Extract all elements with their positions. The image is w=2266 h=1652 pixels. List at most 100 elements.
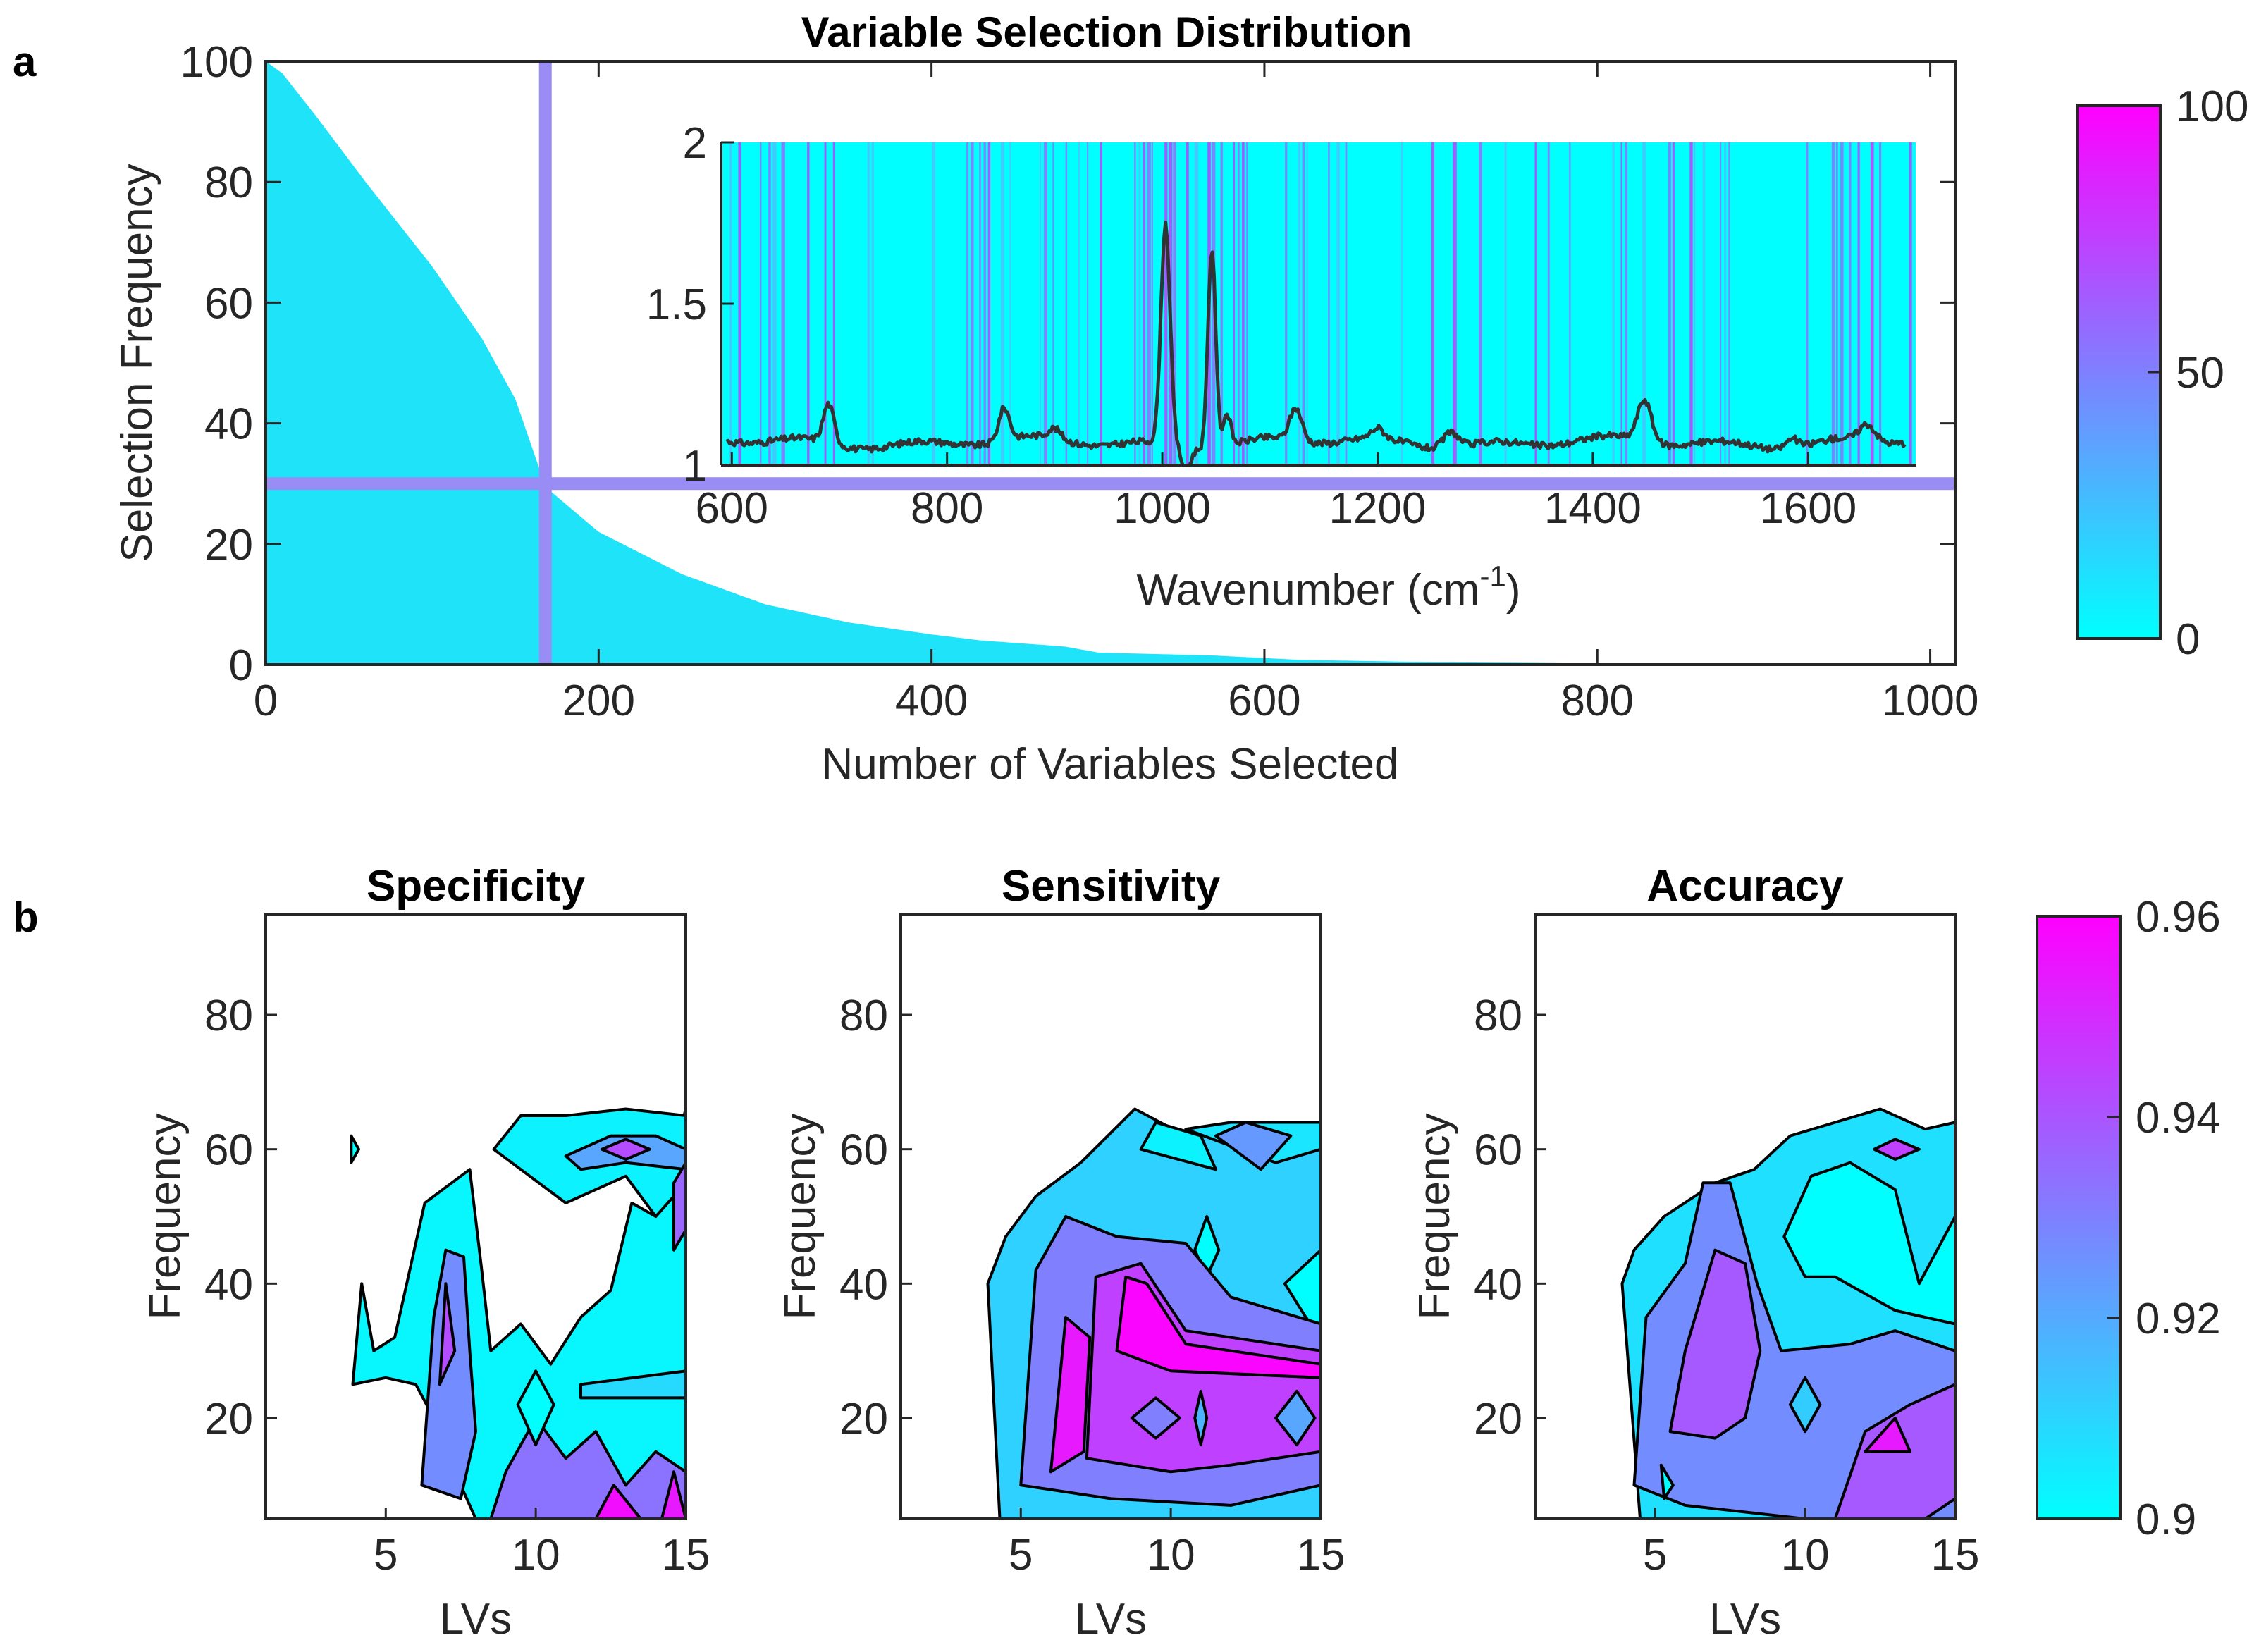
y-tick-label: 40 [204,1260,253,1309]
panel-b-colorbar: 0.9 0.92 0.94 0.96 [2036,893,2221,1544]
specificity-contour-fills [350,1107,686,1519]
selection-stripe [987,142,991,465]
colorbar-a-ticks: 0 50 100 [2148,82,2248,664]
selection-stripe [1298,142,1300,465]
colorbar-tick-label: 0.92 [2136,1295,2221,1343]
accuracy-title: Accuracy [1646,862,1844,911]
selection-stripe [1724,142,1727,465]
panel-a-title: Variable Selection Distribution [801,8,1412,56]
selection-stripe [1044,142,1047,465]
panel-a-colorbar: 0 50 100 [2076,82,2248,664]
y-tick-label: 20 [839,1395,888,1443]
selection-stripe [1040,142,1041,465]
y-tick-label: 100 [180,38,253,87]
contour-line [564,1134,686,1171]
y-tick-label: 40 [1474,1260,1522,1309]
y-tick-label: 20 [1474,1395,1522,1443]
contour-line [1788,1376,1822,1434]
inset-selection-stripes [729,142,1912,465]
contour-region [1670,1250,1761,1438]
contour-line [1864,1417,1912,1453]
selection-stripe [1233,142,1236,465]
accuracy-axes-box [1534,913,1957,1520]
selection-stripe [1220,142,1223,465]
selection-stripe [1328,142,1330,465]
selection-stripe [772,142,777,465]
contour-line [1274,1389,1317,1447]
selection-stripe [1689,142,1693,465]
selection-stripe [1306,142,1308,465]
contour-region [581,1371,686,1398]
selection-stripe [971,142,974,465]
specificity-contour-plot: 5 10 15 20 40 60 80 Specificity LVs Frequency [141,862,710,1644]
inset-x-tick-label: 1400 [1544,484,1642,533]
selection-stripe [1052,142,1054,465]
selection-stripe [932,142,935,465]
inset-y-tick-label: 1.5 [646,281,707,329]
panel-a-xlabel: Number of Variables Selected [821,740,1398,789]
selection-stripe [979,142,981,465]
inset-x-tick-label: 1200 [1329,484,1427,533]
selection-stripe [1479,142,1482,465]
sensitivity-contour-plot: 5 10 15 20 40 60 80 Sensitivity LVs Frequency [776,862,1345,1644]
contour-region [1140,1122,1216,1170]
contour-line [489,1417,686,1519]
contour-line [420,1248,477,1500]
contour-line [672,1161,686,1252]
selection-stripe [1806,142,1809,465]
sensitivity-ylabel: Frequency [776,1114,825,1320]
x-tick-label: 200 [562,677,635,725]
contour-line [1130,1396,1181,1440]
selection-stripe [1173,142,1176,465]
accuracy-ylabel: Frequency [1410,1114,1459,1320]
panel-a-ylabel: Selection Frequency [113,164,161,562]
raman-spectrum-line [725,221,1907,465]
inset-x-tick-label: 800 [911,484,983,533]
selection-stripe [1078,142,1080,465]
selection-stripe [1720,142,1722,465]
specificity-xlabel: LVs [440,1595,512,1644]
x-tick-label: 5 [1009,1531,1033,1579]
y-tick-label: 40 [204,400,253,449]
selection-stripe [1009,142,1011,465]
y-tick-label: 80 [204,992,253,1040]
sensitivity-ticks: 5 10 15 20 40 60 80 [839,992,1345,1579]
x-tick-label: 400 [895,677,968,725]
inset-y-tick-label: 2 [683,119,707,168]
selection-stripe [1186,142,1189,465]
selection-stripe [1147,142,1151,465]
selection-stripe [1857,142,1860,465]
panel-letter-b: b [13,894,39,941]
y-tick-label: 80 [1474,992,1522,1040]
contour-line [1193,1389,1209,1447]
selection-stripe [1672,142,1675,465]
selection-stripe [1625,142,1627,465]
colorbar-b-ticks: 0.9 0.92 0.94 0.96 [2107,893,2221,1544]
selection-stripe [1336,142,1340,465]
y-tick-label: 60 [1474,1126,1522,1175]
selection-stripe [1694,142,1696,465]
contour-line [594,1484,643,1519]
contour-line [1019,1215,1321,1507]
sensitivity-xlabel: LVs [1075,1595,1147,1644]
selection-stripe [1840,142,1844,465]
selection-stripe [759,142,762,465]
selection-stripe [1569,142,1571,465]
colorbar-b-gradient [2036,915,2122,1520]
accuracy-ticks: 5 10 15 20 40 60 80 [1474,992,1979,1579]
inset-xlabel-end: ) [1506,566,1521,615]
contour-line [1668,1248,1762,1440]
contour-line [492,1107,686,1218]
contour-region [1050,1317,1090,1472]
inset-ticks: 600 800 1000 1200 1400 1600 1 1.5 2 [646,119,1856,533]
selection-stripe [1151,142,1153,465]
selection-stripe [1702,142,1706,465]
sensitivity-contour-fills [986,1107,1321,1519]
selection-stripe [871,142,874,465]
inset-xlabel-superscript: -1 [1479,560,1505,593]
inset-background [721,142,1916,465]
x-tick-label: 600 [1228,677,1300,725]
inset-xlabel: Wavenumber (cm-1) [1137,560,1521,615]
specificity-title: Specificity [367,862,586,911]
